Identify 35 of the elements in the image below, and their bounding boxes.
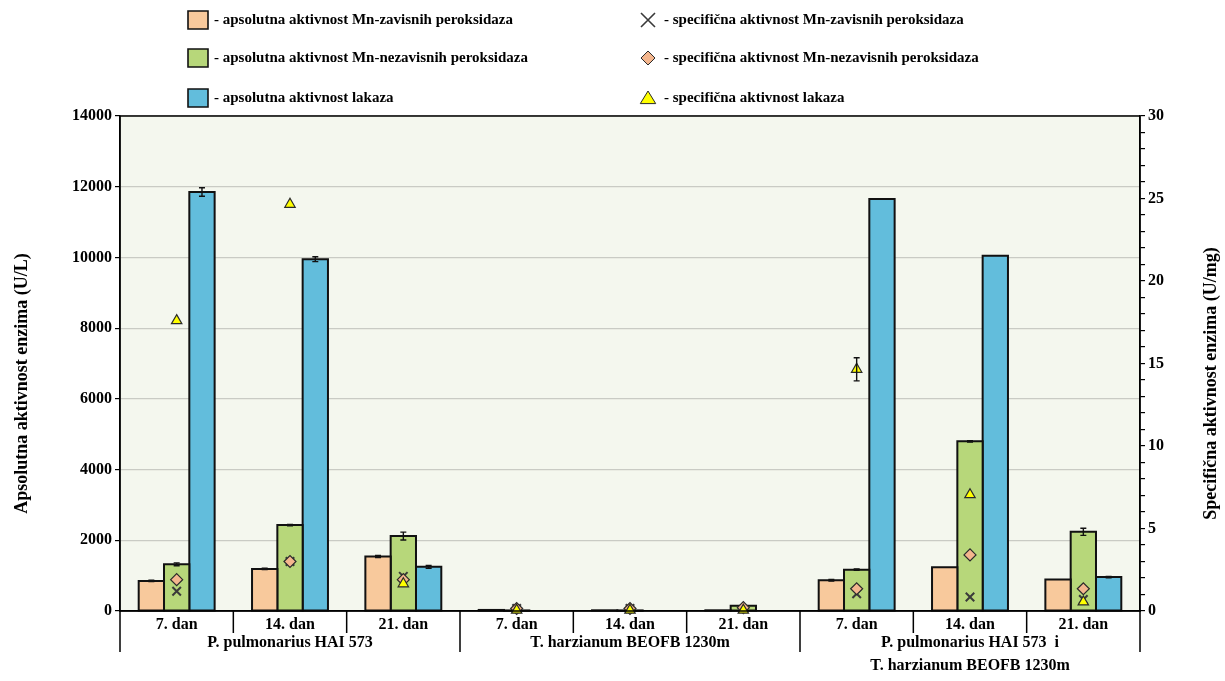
legend-label: - apsolutna aktivnost lakaza bbox=[214, 88, 395, 105]
y2-tick-label: 20 bbox=[1148, 271, 1164, 289]
x-tick-label: 21. dan bbox=[718, 614, 769, 632]
x-tick-label: 14. dan bbox=[945, 614, 995, 632]
y-tick-label: 4000 bbox=[80, 459, 112, 477]
y-tick-label: 0 bbox=[104, 601, 112, 619]
text: P. pulmonarius HAI 573 bbox=[207, 633, 373, 652]
legend-label: - specifična aktivnost Mn-zavisnih peroksidaza bbox=[664, 10, 965, 27]
y-tick-label: 6000 bbox=[80, 389, 112, 406]
x-tick-label: 21. dan bbox=[378, 614, 429, 632]
y-tick-label: 10000 bbox=[72, 247, 112, 265]
x-tick-label: 14. dan bbox=[605, 614, 655, 632]
y2-tick-label: 10 bbox=[1148, 436, 1164, 454]
legend-label: - specifična aktivnost lakaza bbox=[664, 88, 845, 105]
x-tick-label: 7. dan bbox=[155, 614, 198, 632]
y2-tick-label: 15 bbox=[1148, 353, 1164, 371]
text: T. harzianum BEOFB 1230m bbox=[530, 633, 731, 651]
y-tick-label: 2000 bbox=[80, 530, 112, 548]
y2-tick-label: 5 bbox=[1148, 518, 1156, 536]
text: P. pulmonarius HAI 573 i T. harzianum BEOFB 1230m bbox=[870, 633, 1071, 674]
legend-label: - specifična aktivnost Mn-nezavisnih peroksidaza bbox=[664, 48, 980, 65]
y-axis-title: Apsolutna aktivnost enzima (U/L) bbox=[10, 253, 32, 514]
x-tick-label: 7. dan bbox=[495, 614, 538, 632]
y2-tick-label: 30 bbox=[1148, 106, 1164, 124]
y2-tick-label: 25 bbox=[1148, 188, 1164, 206]
x-tick-label: 14. dan bbox=[265, 614, 315, 632]
y2-axis-title: Specifična aktivnost enzima (U/mg) bbox=[1199, 247, 1221, 520]
y-tick-label: 14000 bbox=[72, 106, 112, 124]
y-tick-label: 8000 bbox=[80, 318, 112, 336]
legend-label: - apsolutna aktivnost Mn-zavisnih peroksidaza bbox=[214, 10, 514, 27]
legend-label: - apsolutna aktivnost Mn-nezavisnih peroksidaza bbox=[214, 48, 529, 65]
y2-tick-label: 0 bbox=[1148, 601, 1156, 619]
y-tick-label: 12000 bbox=[72, 176, 112, 194]
x-tick-label: 21. dan bbox=[1058, 614, 1109, 632]
x-tick-label: 7. dan bbox=[835, 614, 878, 632]
